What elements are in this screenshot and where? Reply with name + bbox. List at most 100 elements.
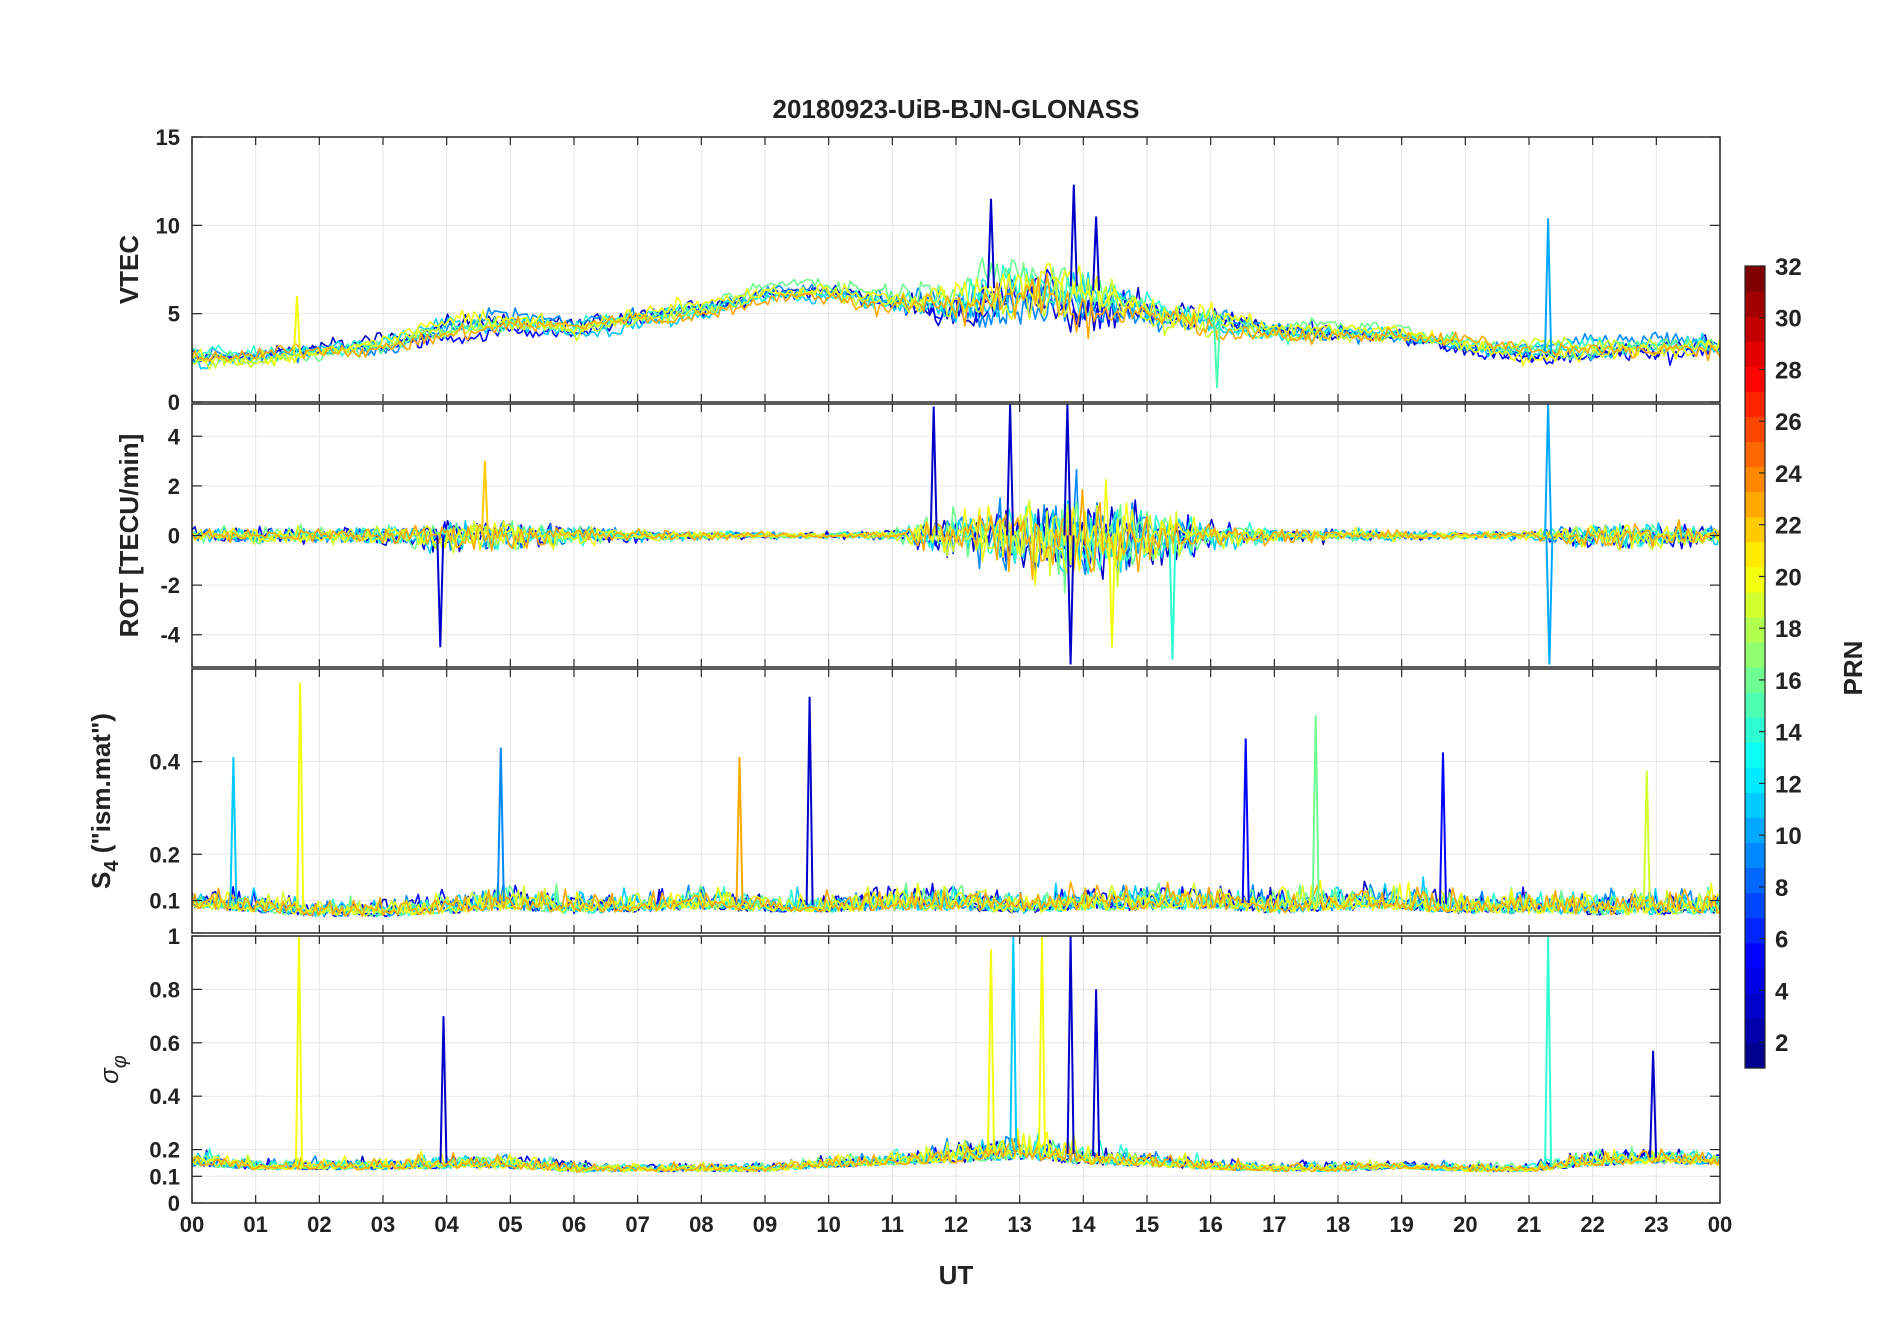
colorbar-tick-label: 28 — [1775, 357, 1802, 384]
y-tick-label: 4 — [168, 424, 181, 449]
spike-mark — [1544, 936, 1553, 1166]
spike-mark — [805, 696, 814, 906]
spike-mark — [1544, 218, 1553, 352]
series-line-prn-23 — [192, 488, 1720, 581]
y-tick-label: 0.8 — [149, 977, 180, 1002]
series-line-prn-19 — [192, 882, 1720, 917]
series-line-prn-20 — [192, 879, 1720, 916]
colorbar-segment — [1745, 566, 1765, 593]
colorbar-tick-label: 26 — [1775, 409, 1802, 436]
spike-mark — [929, 406, 938, 536]
spike-mark — [436, 535, 445, 648]
x-tick-label: 04 — [434, 1212, 459, 1237]
y-tick-label: -4 — [160, 623, 180, 648]
spike-mark — [1642, 770, 1651, 906]
y-tick-label: 15 — [156, 125, 180, 150]
panel-rot-series — [192, 404, 1720, 665]
y-tick-label: 10 — [156, 213, 180, 238]
spike-mark — [1108, 535, 1116, 648]
colorbar-tick-label: 10 — [1775, 823, 1802, 850]
colorbar-segment — [1745, 792, 1765, 818]
y-tick-label: 0 — [168, 524, 180, 549]
x-tick-label: 06 — [562, 1212, 586, 1237]
spike-mark — [293, 295, 301, 355]
colorbar-tick-label: 24 — [1775, 461, 1802, 488]
colorbar-tick-label: 8 — [1775, 875, 1788, 902]
colorbar-segment — [1745, 742, 1765, 768]
y-axis-label-rot: ROT [TECU/min] — [114, 434, 144, 638]
colorbar-tick-label: 14 — [1775, 720, 1802, 747]
y-tick-label: 2 — [168, 474, 180, 499]
colorbar-segment — [1745, 692, 1765, 718]
x-tick-label: 07 — [625, 1212, 649, 1237]
spike-mark — [1066, 936, 1075, 1154]
x-tick-label: 12 — [944, 1212, 968, 1237]
colorbar-tick-label: 20 — [1775, 564, 1802, 591]
colorbar-segment — [1745, 266, 1765, 292]
colorbar-tick-label: 4 — [1775, 978, 1789, 1005]
spike-mark — [1311, 715, 1320, 903]
spike-mark — [439, 1016, 448, 1164]
colorbar-segment — [1745, 717, 1765, 743]
y-tick-label: 0.1 — [149, 889, 180, 914]
spike-mark — [295, 936, 303, 1166]
x-tick-label: 17 — [1262, 1212, 1286, 1237]
spike-mark — [1066, 535, 1075, 665]
colorbar-segment — [1745, 466, 1765, 493]
colorbar-segment — [1745, 1017, 1765, 1044]
spike-mark — [1092, 216, 1101, 291]
colorbar-tick-label: 22 — [1775, 513, 1802, 540]
series-line-prn-23 — [192, 1137, 1720, 1173]
x-tick-label: 15 — [1135, 1212, 1159, 1237]
x-tick-label: 18 — [1326, 1212, 1350, 1237]
panel-vtec: 0 5 10 15 VTEC — [114, 125, 1721, 415]
spike-mark — [1168, 535, 1177, 660]
colorbar-segment — [1745, 491, 1765, 518]
colorbar-segment — [1745, 641, 1765, 668]
colorbar-segment — [1745, 316, 1765, 342]
spike-mark — [1009, 936, 1018, 1151]
x-tick-label: 00 — [1708, 1212, 1732, 1237]
spike-mark — [1241, 738, 1250, 904]
spike-mark — [987, 949, 995, 1153]
y-tick-label: 0.6 — [149, 1031, 180, 1056]
colorbar-segment — [1745, 441, 1765, 468]
x-tick-label: 14 — [1071, 1212, 1096, 1237]
y-tick-label: -2 — [160, 573, 180, 598]
colorbar-segment — [1745, 867, 1765, 894]
colorbar-tick-label: 6 — [1775, 927, 1788, 954]
colorbar-segment — [1745, 416, 1765, 443]
spike-mark — [296, 682, 305, 909]
x-tick-label: 13 — [1007, 1212, 1031, 1237]
x-tick-label: 03 — [371, 1212, 395, 1237]
panel-rot: -4 -2 0 2 4 ROT [TECU/min] — [114, 403, 1721, 668]
colorbar-segment — [1745, 967, 1765, 994]
colorbar-tick-label: 12 — [1775, 771, 1802, 798]
colorbar-segment — [1745, 541, 1765, 568]
colorbar-segment — [1745, 516, 1765, 543]
x-tick-label: 01 — [243, 1212, 267, 1237]
spike-mark — [987, 198, 995, 289]
x-tick-label: 11 — [881, 1212, 904, 1237]
spike-mark — [1006, 404, 1015, 536]
panel-s4: 0.10.20.4S4 ("ism.mat") — [86, 668, 1721, 934]
colorbar-segment — [1745, 767, 1765, 793]
spike-mark — [496, 747, 505, 902]
chart-title: 20180923-UiB-BJN-GLONASS — [772, 94, 1139, 124]
colorbar-segment — [1745, 667, 1765, 693]
spike-mark — [735, 756, 744, 904]
colorbar-frame — [1744, 265, 1766, 1069]
y-axis-label-suffix: ("ism.mat") — [86, 713, 116, 860]
colorbar-segment — [1745, 892, 1765, 919]
x-tick-label: 09 — [753, 1212, 777, 1237]
x-axis-label: UT — [939, 1260, 974, 1290]
spike-mark — [1544, 404, 1553, 536]
colorbar-tick-label: 16 — [1775, 668, 1802, 695]
colorbar-segment — [1745, 992, 1765, 1019]
y-tick-label: 0.4 — [149, 1084, 180, 1109]
x-tick-label: 05 — [498, 1212, 522, 1237]
spike-mark — [1545, 535, 1554, 665]
